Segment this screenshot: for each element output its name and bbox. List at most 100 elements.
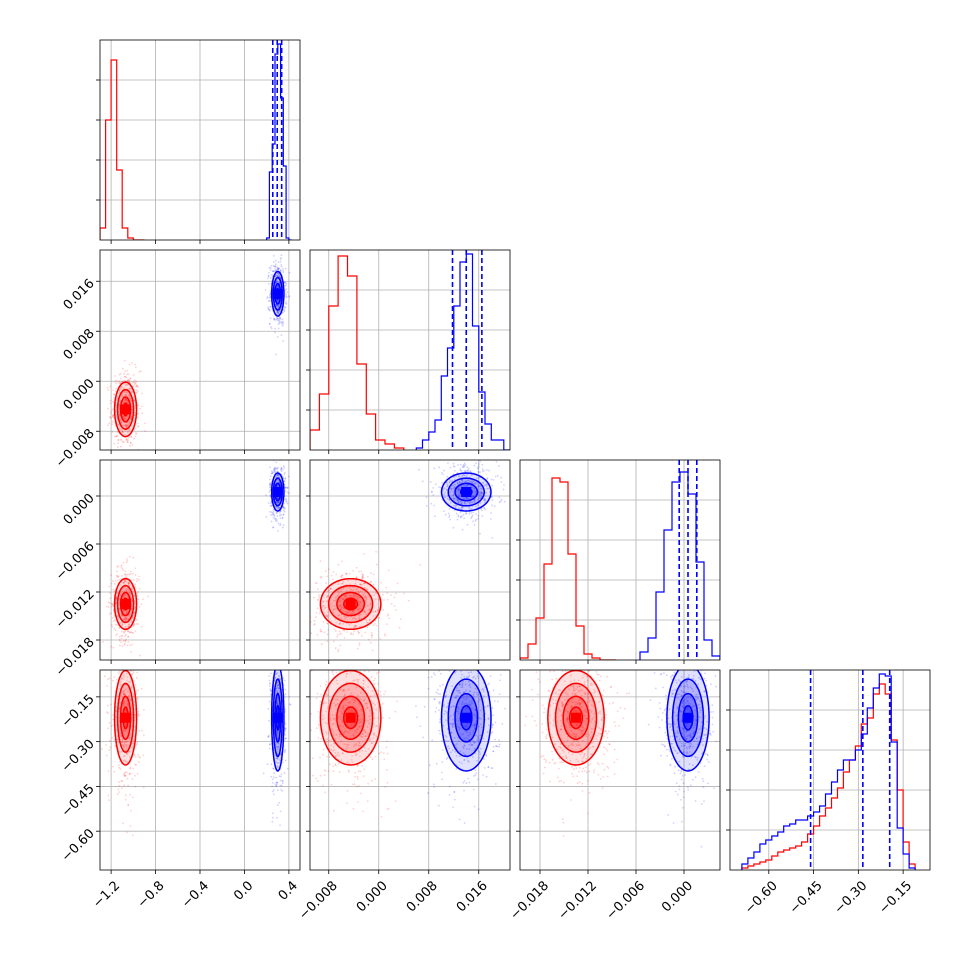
- scatter-point: [138, 371, 141, 373]
- scatter-point: [134, 708, 136, 710]
- panel-content: [306, 670, 506, 824]
- scatter-point: [450, 487, 453, 490]
- scatter-point: [333, 702, 336, 705]
- scatter-point: [350, 758, 353, 761]
- scatter-point: [342, 707, 345, 709]
- scatter-point: [317, 737, 320, 739]
- scatter-point: [276, 467, 278, 470]
- scatter-point: [284, 727, 287, 730]
- scatter-point: [124, 399, 127, 401]
- scatter-point: [141, 392, 143, 395]
- scatter-point: [482, 737, 484, 740]
- scatter-point: [458, 488, 460, 491]
- scatter-point: [118, 638, 121, 641]
- scatter-point: [126, 703, 129, 706]
- scatter-point: [499, 500, 502, 503]
- scatter-point: [115, 597, 118, 599]
- scatter-point: [120, 630, 123, 633]
- scatter-point: [441, 481, 443, 484]
- scatter-point: [354, 731, 357, 734]
- scatter-point: [123, 759, 126, 762]
- scatter-point: [276, 266, 279, 269]
- scatter-point: [118, 403, 121, 406]
- scatter-point: [122, 674, 125, 677]
- scatter-point: [123, 399, 126, 402]
- scatter-point: [124, 640, 127, 643]
- scatter-point: [454, 671, 457, 674]
- scatter-point: [358, 722, 361, 724]
- scatter-point: [117, 565, 120, 567]
- scatter-panel-3-0: [96, 669, 301, 874]
- scatter-point: [119, 382, 122, 384]
- scatter-point: [487, 766, 490, 768]
- scatter-point: [338, 671, 341, 673]
- scatter-point: [497, 700, 499, 703]
- scatter-point: [130, 650, 133, 653]
- scatter-point: [127, 617, 129, 620]
- scatter-point: [273, 317, 275, 320]
- scatter-point: [450, 706, 452, 709]
- scatter-point: [124, 397, 127, 400]
- scatter-point: [128, 363, 131, 366]
- scatter-point: [122, 380, 125, 382]
- scatter-point: [107, 407, 109, 410]
- scatter-point: [306, 729, 308, 731]
- scatter-point: [135, 690, 137, 693]
- scatter-point: [452, 484, 455, 487]
- scatter-point: [461, 502, 463, 504]
- scatter-point: [276, 520, 278, 522]
- scatter-point: [275, 512, 278, 514]
- scatter-point: [443, 487, 446, 490]
- scatter-point: [322, 702, 325, 704]
- scatter-point: [102, 640, 104, 643]
- scatter-point: [346, 802, 348, 805]
- scatter-point: [328, 699, 331, 702]
- scatter-point: [277, 300, 280, 303]
- scatter-point: [135, 392, 138, 394]
- scatter-point: [285, 501, 288, 504]
- scatter-point: [116, 695, 119, 697]
- scatter-point: [481, 492, 484, 495]
- scatter-point: [369, 641, 372, 644]
- scatter-point: [343, 615, 345, 617]
- scatter-point: [350, 612, 353, 615]
- scatter-point: [139, 654, 142, 657]
- scatter-point: [276, 703, 279, 706]
- scatter-point: [326, 722, 328, 725]
- scatter-point: [471, 505, 474, 508]
- scatter-point: [356, 590, 359, 593]
- scatter-point: [480, 491, 483, 494]
- scatter-point: [126, 745, 128, 748]
- panel-content: [101, 670, 292, 837]
- scatter-point: [454, 486, 456, 488]
- scatter-point: [364, 735, 367, 738]
- scatter-point: [274, 673, 277, 675]
- scatter-point: [371, 634, 374, 636]
- scatter-point: [332, 640, 335, 643]
- scatter-point: [277, 742, 280, 745]
- scatter-point: [115, 404, 117, 407]
- scatter-point: [273, 318, 275, 320]
- scatter-point: [377, 693, 380, 696]
- scatter-point: [128, 582, 131, 585]
- scatter-point: [455, 512, 458, 515]
- scatter-point: [322, 748, 325, 751]
- scatter-point: [363, 582, 365, 585]
- scatter-point: [123, 596, 126, 598]
- scatter-point: [332, 608, 334, 611]
- scatter-point: [327, 740, 330, 742]
- scatter-point: [307, 615, 309, 617]
- scatter-point: [452, 497, 455, 499]
- scatter-point: [330, 749, 333, 751]
- scatter-point: [128, 735, 131, 737]
- scatter-point: [123, 617, 126, 620]
- scatter-point: [338, 771, 341, 774]
- scatter-point: [280, 264, 283, 266]
- scatter-point: [128, 614, 131, 617]
- scatter-point: [279, 810, 282, 813]
- scatter-point: [462, 466, 465, 469]
- scatter-point: [131, 588, 134, 590]
- scatter-point: [352, 698, 354, 701]
- scatter-point: [134, 785, 137, 788]
- scatter-point: [274, 693, 277, 695]
